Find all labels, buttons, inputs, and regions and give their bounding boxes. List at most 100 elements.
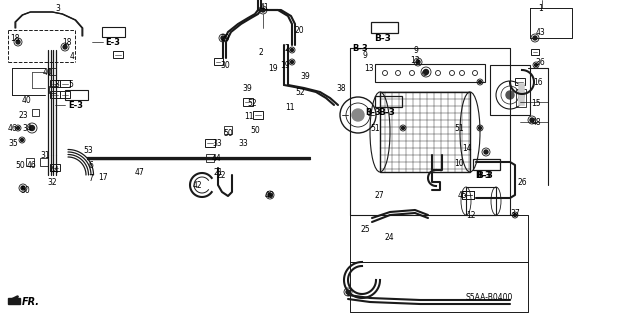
Text: 50: 50 (250, 125, 260, 134)
Bar (50, 91, 60, 98)
Text: 37: 37 (510, 209, 520, 218)
Bar (40, 158, 48, 166)
Bar (60, 91, 70, 98)
Text: 49: 49 (265, 190, 275, 199)
Text: 6: 6 (88, 161, 93, 170)
Text: 53: 53 (83, 146, 93, 155)
Circle shape (424, 69, 429, 75)
Circle shape (479, 81, 481, 84)
Text: 45: 45 (458, 190, 468, 199)
Text: 26: 26 (518, 178, 527, 187)
Circle shape (479, 126, 481, 130)
Text: 13: 13 (410, 55, 420, 65)
Text: 19: 19 (280, 60, 290, 69)
Circle shape (346, 290, 350, 294)
Bar (206, 154, 214, 162)
Text: 2: 2 (258, 47, 263, 57)
Text: B-3: B-3 (476, 171, 493, 180)
Text: B-3: B-3 (352, 44, 368, 52)
Bar (243, 98, 253, 106)
Text: 33: 33 (212, 139, 221, 148)
Text: 2: 2 (284, 44, 289, 52)
Text: 17: 17 (98, 172, 108, 181)
Circle shape (533, 36, 537, 40)
Bar (224, 126, 232, 134)
Circle shape (513, 213, 516, 217)
Bar (516, 89, 526, 107)
Text: 18: 18 (62, 37, 72, 46)
Circle shape (16, 40, 20, 44)
Text: 41: 41 (260, 3, 269, 12)
Text: 50: 50 (15, 161, 25, 170)
Circle shape (291, 60, 294, 63)
Text: 52: 52 (247, 99, 257, 108)
Bar (60, 80, 70, 87)
Text: 39: 39 (242, 84, 252, 92)
Circle shape (401, 126, 404, 130)
Bar (214, 58, 223, 65)
Text: 48: 48 (532, 117, 541, 126)
Circle shape (506, 91, 514, 99)
Bar (49, 86, 56, 93)
Text: 31: 31 (40, 150, 50, 159)
Circle shape (530, 118, 534, 122)
Text: 44: 44 (50, 165, 60, 174)
Text: 46: 46 (8, 124, 18, 132)
Text: 30: 30 (220, 60, 230, 69)
Text: 18: 18 (10, 34, 19, 43)
Bar (490, 65, 530, 115)
Bar (113, 51, 123, 58)
Bar (462, 191, 474, 199)
Text: 32: 32 (47, 178, 56, 187)
Text: 11: 11 (244, 111, 253, 121)
Text: FR.: FR. (22, 297, 40, 307)
Text: E-3: E-3 (68, 100, 83, 109)
Text: 46: 46 (27, 161, 36, 170)
Polygon shape (8, 298, 20, 304)
Text: 29: 29 (220, 34, 230, 43)
Text: B-3: B-3 (378, 108, 395, 116)
Text: 34: 34 (22, 124, 32, 132)
Bar (253, 111, 263, 119)
Bar (518, 83, 524, 105)
Text: 50: 50 (223, 129, 233, 138)
Text: 11: 11 (285, 102, 294, 111)
Text: 47: 47 (135, 167, 145, 177)
Bar (462, 191, 474, 199)
Text: 1: 1 (538, 4, 543, 12)
Circle shape (534, 63, 538, 67)
Text: 9: 9 (413, 45, 418, 54)
Text: 23: 23 (18, 110, 28, 119)
Text: 33: 33 (238, 139, 248, 148)
Circle shape (21, 186, 25, 190)
Text: 8: 8 (54, 79, 59, 89)
Circle shape (261, 8, 265, 12)
Text: E-3: E-3 (105, 37, 120, 46)
Bar (26, 158, 34, 166)
Bar (205, 139, 215, 147)
Bar (375, 64, 485, 82)
Bar (50, 164, 60, 171)
Text: 24: 24 (384, 234, 394, 243)
Text: B-3: B-3 (475, 171, 491, 180)
Text: 35: 35 (8, 139, 18, 148)
Text: 10: 10 (454, 158, 463, 167)
Text: 7: 7 (88, 173, 93, 182)
Text: B-3: B-3 (365, 108, 381, 116)
Bar (49, 68, 56, 75)
Text: 12: 12 (466, 211, 476, 220)
Text: 50: 50 (20, 186, 29, 195)
Text: 21: 21 (213, 167, 223, 177)
Text: 9: 9 (362, 51, 367, 60)
Bar (531, 49, 539, 55)
Bar (380, 92, 470, 172)
Text: 52: 52 (295, 87, 305, 97)
Text: 36: 36 (535, 58, 545, 67)
Text: 51: 51 (454, 124, 463, 132)
Bar (50, 80, 60, 87)
Text: 44: 44 (212, 154, 221, 163)
Text: 43: 43 (536, 28, 546, 36)
Text: 40: 40 (22, 95, 32, 105)
Text: B-3: B-3 (374, 34, 391, 43)
Text: 27: 27 (374, 190, 383, 199)
